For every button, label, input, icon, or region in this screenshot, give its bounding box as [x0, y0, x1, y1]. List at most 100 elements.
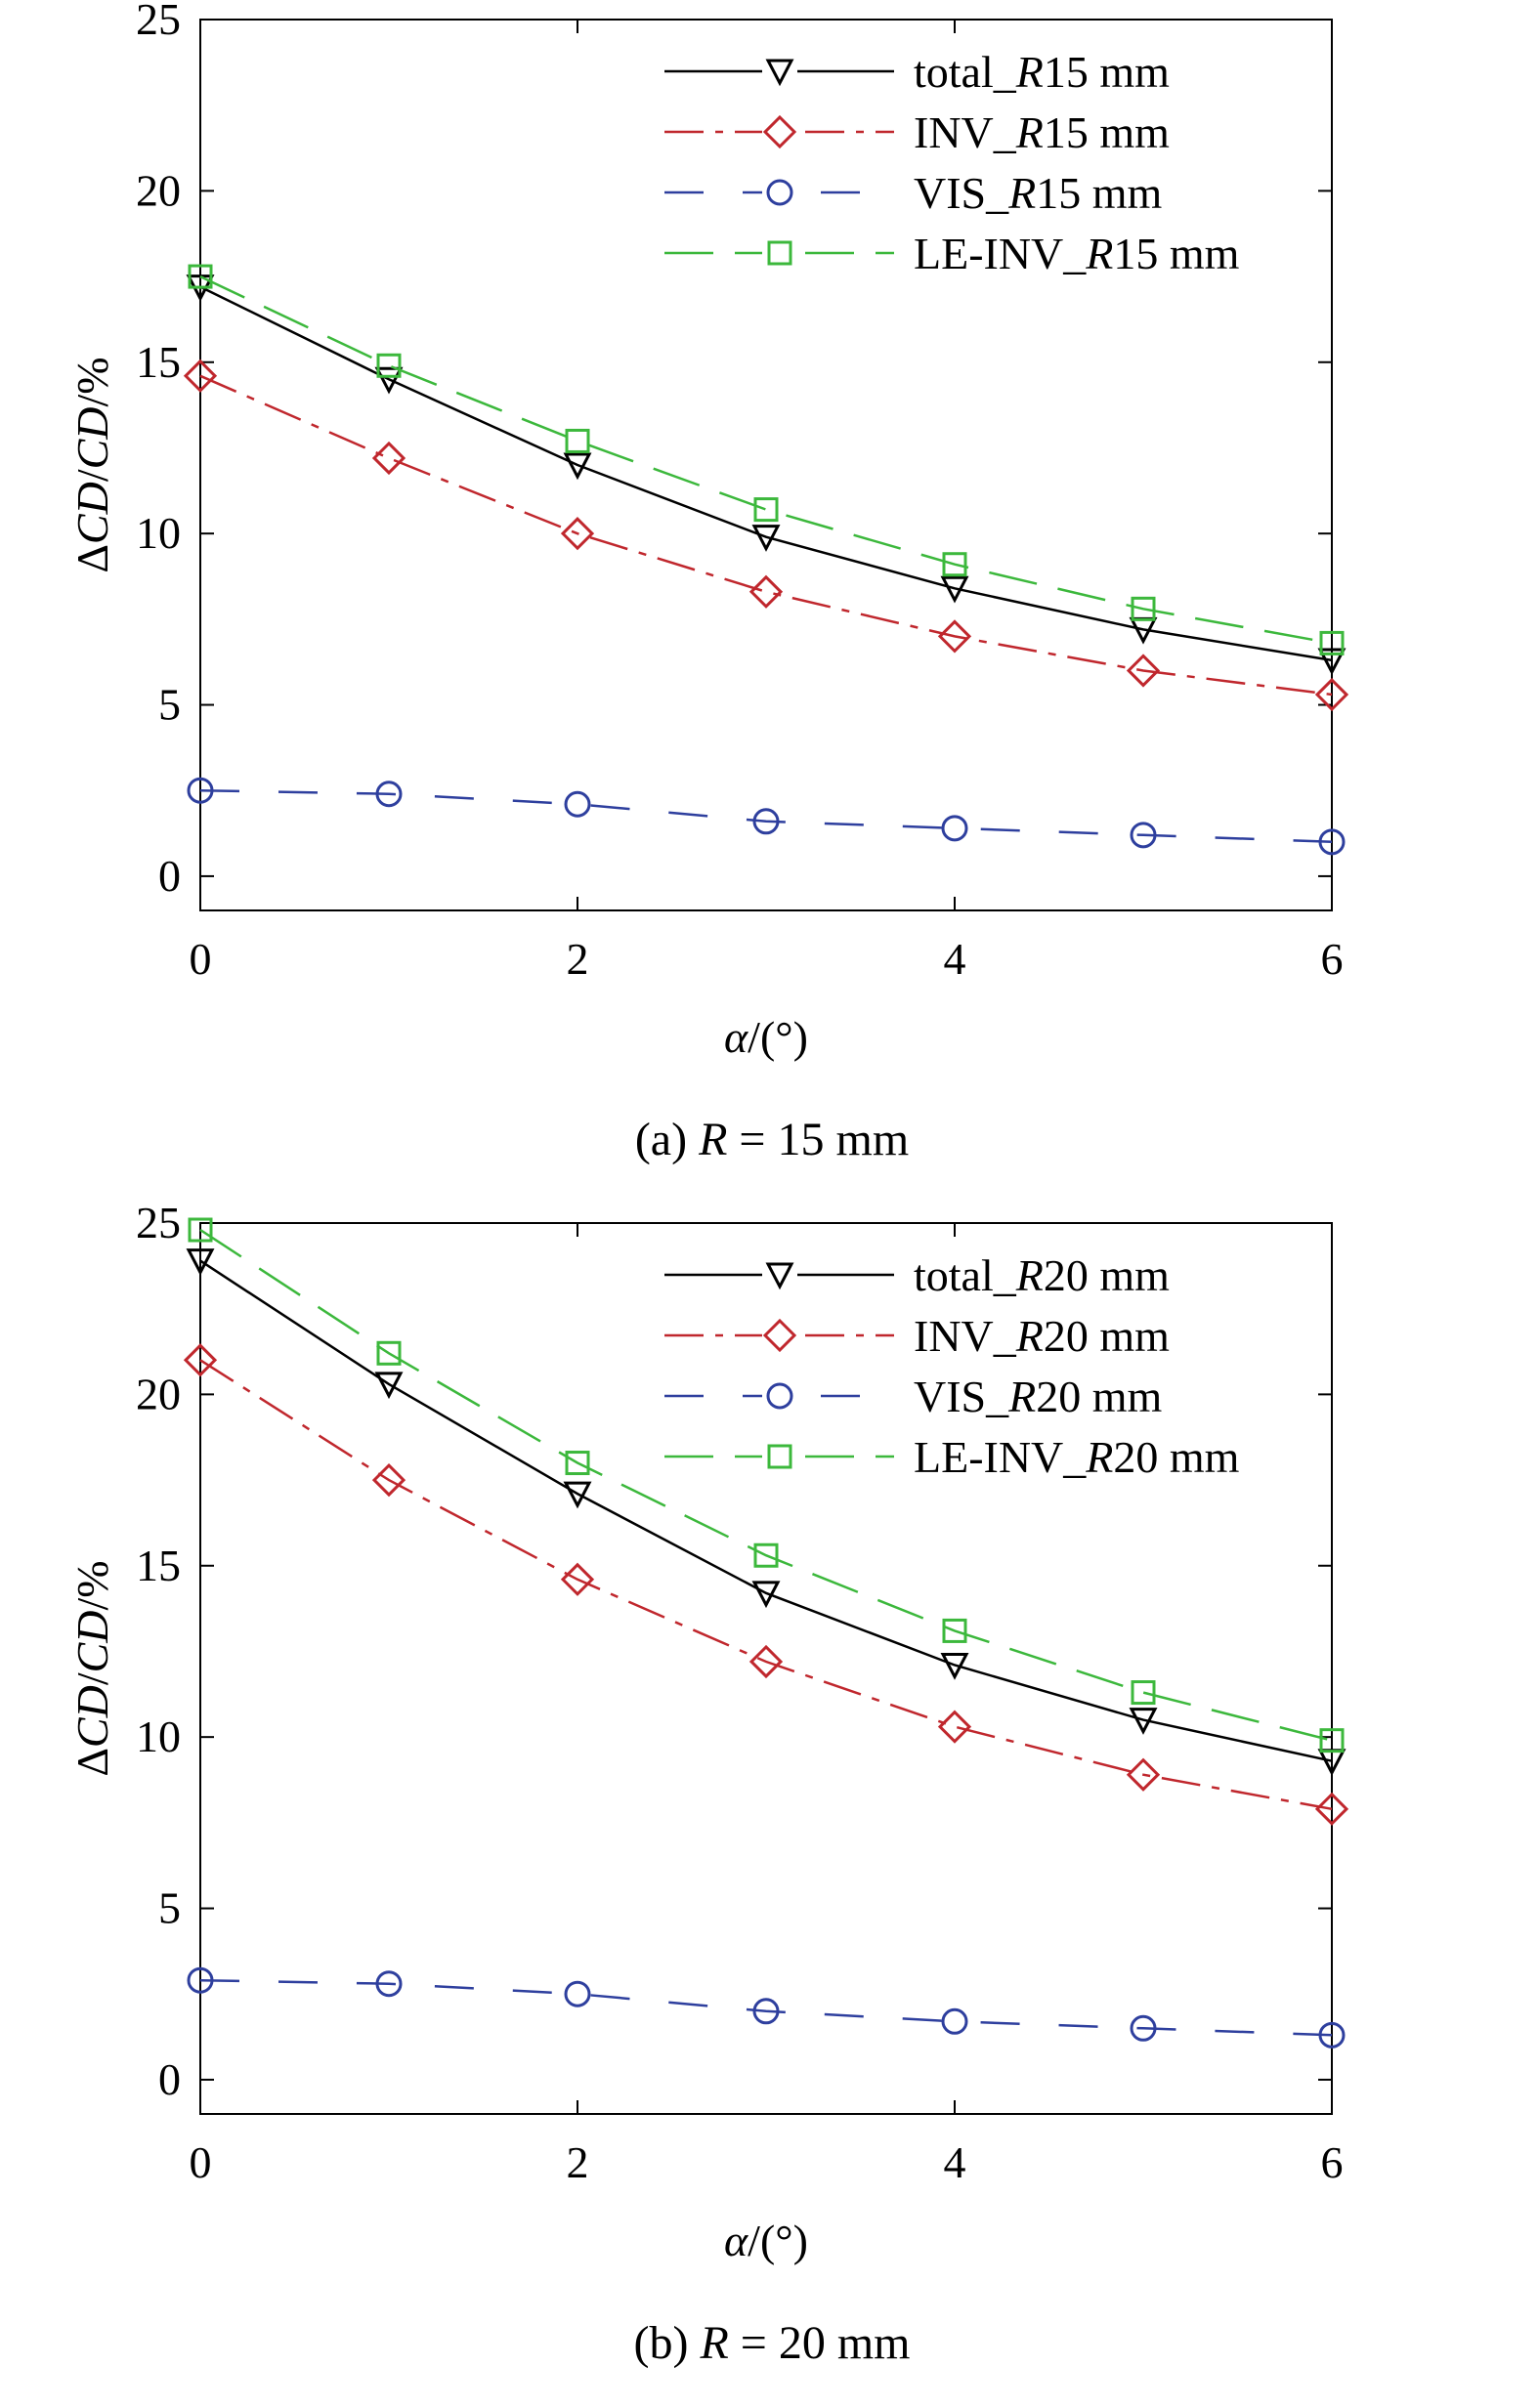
data-point	[1318, 2021, 1346, 2049]
plot-frame	[199, 1222, 1333, 2115]
data-point	[940, 575, 969, 604]
series-diamond	[183, 359, 1349, 712]
data-point	[751, 1581, 781, 1609]
data-point	[183, 359, 218, 393]
y-axis-label: ΔCD/CD/%	[67, 1560, 117, 1776]
legend: total_R20 mm INV_R20 mm VIS_R20 mm LE-INV_R…	[664, 1250, 1240, 1482]
series-diamond	[183, 1343, 1349, 1826]
data-point	[1129, 1708, 1158, 1735]
data-point	[1131, 1680, 1156, 1706]
data-point	[748, 574, 784, 609]
y-tick-label: 25	[136, 0, 181, 44]
legend-marker	[765, 59, 794, 87]
data-point	[563, 452, 592, 481]
x-axis-label: α/(°)	[724, 2216, 808, 2265]
y-tick-label: 10	[136, 508, 181, 558]
data-point	[183, 1343, 218, 1377]
data-point	[941, 815, 968, 842]
data-point	[565, 428, 590, 453]
series-line	[199, 374, 1333, 697]
legend-marker	[765, 1262, 794, 1290]
data-point	[751, 525, 781, 552]
y-tick-label: 20	[136, 1369, 181, 1418]
series-line	[199, 285, 1333, 662]
data-point	[942, 552, 967, 577]
series-line	[199, 1259, 1333, 1762]
series-triangle-down	[186, 1248, 1347, 1776]
legend-label: VIS_R20 mm	[914, 1372, 1163, 1421]
y-tick-label: 15	[136, 1541, 181, 1590]
data-point	[371, 1462, 406, 1498]
legend-label: LE-INV_R15 mm	[914, 229, 1240, 278]
data-point	[560, 517, 595, 551]
data-point	[1126, 654, 1161, 688]
figure-caption: (b) R = 20 mm	[633, 2317, 910, 2369]
x-axis-label: α/(°)	[724, 1012, 808, 1062]
data-point	[374, 1372, 404, 1400]
data-point	[375, 1970, 403, 1998]
data-point	[1314, 677, 1349, 712]
y-tick-label: 5	[158, 680, 181, 730]
legend-label: VIS_R15 mm	[914, 168, 1163, 218]
y-tick-label: 5	[158, 1883, 181, 1933]
series-square	[188, 264, 1345, 655]
legend-label: INV_R20 mm	[914, 1311, 1170, 1361]
legend-marker	[766, 1382, 793, 1410]
data-point	[1126, 1757, 1161, 1792]
legend-marker	[767, 1444, 792, 1469]
data-point	[564, 790, 591, 818]
legend-label: INV_R15 mm	[914, 107, 1170, 157]
data-point	[564, 1980, 591, 2007]
legend-label: total_R20 mm	[914, 1250, 1170, 1300]
x-tick-label: 2	[567, 934, 589, 984]
data-point	[1319, 630, 1345, 655]
chart-a: 0 5 10 15 20 25 0 2 4 6 α/(°) ΔCD/CD/% (a) R = 15 mm…	[67, 0, 1349, 1165]
series-line	[199, 1228, 1333, 1742]
legend-marker	[766, 179, 793, 206]
data-point	[937, 1710, 972, 1744]
data-point	[187, 777, 214, 804]
series-square	[188, 1217, 1345, 1753]
x-tick-label: 6	[1321, 2137, 1344, 2187]
x-tick-label: 2	[567, 2137, 589, 2187]
data-point	[374, 366, 404, 395]
series-line	[199, 275, 1333, 645]
plot-frame	[199, 19, 1333, 911]
data-point	[1317, 648, 1347, 676]
y-tick-label: 20	[136, 165, 181, 215]
legend-marker	[762, 114, 797, 149]
data-point	[371, 441, 406, 476]
data-point	[187, 1966, 214, 1994]
y-tick-label: 0	[158, 851, 181, 901]
data-point	[1318, 828, 1346, 856]
data-point	[753, 497, 779, 523]
chart-panel-b: 0 5 10 15 20 25 0 2 4 6 α/(°) ΔCD/CD/% (b) R = 20 mm…	[0, 1204, 1539, 2408]
x-tick-label: 0	[190, 934, 212, 984]
y-tick-label: 25	[136, 1204, 181, 1247]
data-point	[1131, 596, 1156, 621]
data-point	[1314, 1792, 1349, 1826]
data-point	[1130, 2014, 1157, 2042]
data-point	[560, 1562, 595, 1596]
data-point	[565, 1451, 590, 1476]
legend-label: total_R15 mm	[914, 47, 1170, 97]
x-tick-label: 4	[944, 2137, 966, 2187]
data-point	[376, 353, 402, 378]
legend: total_R15 mm INV_R15 mm VIS_R15 mm LE-INV_R…	[664, 47, 1240, 278]
data-point	[563, 1481, 592, 1509]
data-point	[186, 1248, 215, 1276]
data-point	[752, 1998, 780, 2025]
data-point	[942, 1618, 967, 1643]
chart-b: 0 5 10 15 20 25 0 2 4 6 α/(°) ΔCD/CD/% (b) R = 20 mm…	[67, 1204, 1349, 2369]
y-tick-label: 15	[136, 337, 181, 387]
data-point	[376, 1340, 402, 1366]
x-tick-label: 6	[1321, 934, 1344, 984]
x-tick-label: 4	[944, 934, 966, 984]
x-tick-label: 0	[190, 2137, 212, 2187]
data-point	[375, 781, 403, 808]
chart-panel-a: 0 5 10 15 20 25 0 2 4 6 α/(°) ΔCD/CD/% (a) R = 15 mm…	[67, 0, 1349, 1165]
data-point	[1130, 822, 1157, 849]
series-line	[199, 1978, 1333, 2037]
data-point	[940, 1652, 969, 1680]
series-circle	[187, 777, 1346, 856]
